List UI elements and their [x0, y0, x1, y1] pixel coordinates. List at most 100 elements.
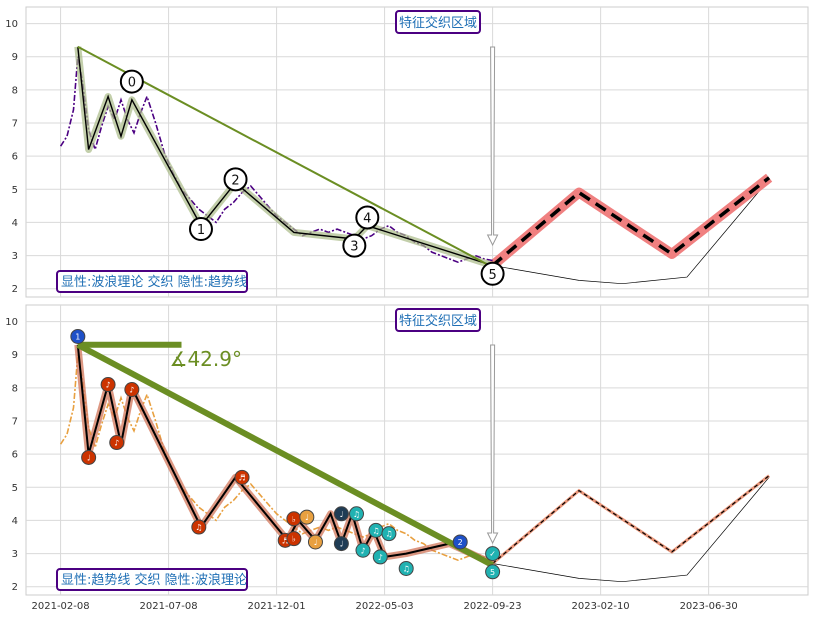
note-marker [70, 328, 86, 344]
y-tick-label: 6 [12, 152, 18, 163]
plot-frame [25, 6, 809, 298]
y-tick-label: 6 [12, 450, 18, 461]
annotation-label: 特征交织区域 [399, 15, 477, 31]
note-symbol: ♪ [106, 381, 111, 390]
x-tick-label: 2023-06-30 [680, 601, 738, 612]
y-tick-label: 8 [12, 383, 18, 394]
annotation-label: 特征交织区域 [399, 313, 477, 329]
note-symbol: ♪ [129, 386, 134, 395]
x-tick-label: 2023-02-10 [572, 601, 630, 612]
note-symbol: ♫ [195, 523, 202, 532]
annotation-arrow [486, 344, 499, 545]
x-axis: 2021-02-08 2021-07-08 2021-12-01 2022-05-03… [32, 601, 738, 612]
note-marker [299, 509, 315, 525]
note-symbol: ♬ [238, 473, 245, 482]
note-marker [109, 435, 125, 451]
price-line [59, 354, 493, 562]
wave-number: 0 [128, 76, 136, 91]
note-symbol: ♪ [378, 553, 383, 562]
wave-marker [188, 217, 213, 242]
y-tick-label: 3 [12, 251, 18, 262]
wave-number: 5 [488, 268, 496, 283]
note-symbol: ♫ [372, 526, 379, 535]
y-tick-label: 8 [12, 85, 18, 96]
y-tick-label: 4 [12, 218, 18, 229]
note-symbol: ♩ [314, 538, 318, 547]
projection-dashed [492, 475, 770, 564]
note-marker [452, 534, 468, 550]
y-tick-label: 3 [12, 549, 18, 560]
wave-number: 4 [363, 211, 371, 226]
y-tick-label: 5 [12, 185, 18, 196]
note-symbol: ♭ [292, 515, 296, 524]
annotation-box [395, 10, 481, 34]
note-symbol: ♫ [385, 530, 392, 539]
note-marker [381, 526, 397, 542]
y-tick-label: 9 [12, 52, 18, 63]
x-tick-label: 2021-02-08 [32, 601, 90, 612]
panel-bottom: 2345678910∡42.9°1♩♪♪♪♫♬♬♭♭♩♩♩♩♫♪♫♪♫♫2✓5特… [5, 304, 809, 596]
note-symbol: 2 [458, 538, 463, 547]
legend-label: 显性:波浪理论 交织 隐性:趋势线 [61, 274, 247, 290]
note-symbol: ♫ [353, 510, 360, 519]
note-symbol: ♩ [87, 453, 91, 462]
wave-number: 2 [231, 173, 239, 188]
note-marker [372, 549, 388, 565]
note-marker [234, 469, 250, 485]
note-marker [355, 542, 371, 558]
note-symbol: ♪ [360, 546, 365, 555]
wave-marker [355, 205, 380, 230]
note-marker [100, 377, 116, 393]
x-tick-label: 2022-09-23 [464, 601, 522, 612]
projection-dashed [491, 176, 771, 267]
note-marker [333, 506, 349, 522]
note-symbol: ♩ [305, 513, 309, 522]
note-marker [349, 506, 365, 522]
wave-marker [480, 261, 505, 286]
note-marker [286, 531, 302, 547]
trend-line [76, 342, 495, 568]
x-tick-label: 2021-12-01 [248, 601, 306, 612]
note-marker [485, 564, 501, 580]
note-marker [124, 382, 140, 398]
wave-marker [119, 69, 144, 94]
note-symbol: ♪ [114, 439, 119, 448]
note-symbol: ♬ [282, 536, 289, 545]
y-tick-label: 10 [5, 317, 18, 328]
wave-marker [342, 233, 367, 258]
note-symbol: ♩ [340, 510, 344, 519]
note-symbol: ♩ [340, 540, 344, 549]
y-tick-label: 4 [12, 516, 18, 527]
x-tick-label: 2022-05-03 [356, 601, 414, 612]
y-tick-label: 2 [12, 284, 18, 295]
legend-box [56, 568, 248, 591]
note-marker [333, 536, 349, 552]
wave-number: 3 [350, 240, 358, 255]
y-tick-label: 10 [5, 19, 18, 30]
note-symbol: 5 [490, 568, 495, 577]
y-tick-label: 2 [12, 582, 18, 593]
note-marker [485, 546, 501, 562]
trend-line [77, 45, 494, 269]
annotation-box [395, 308, 481, 332]
note-symbol: ✓ [489, 550, 496, 559]
wave-number: 1 [197, 223, 205, 238]
projection-curve [492, 477, 770, 583]
note-marker [81, 449, 97, 465]
projection-curve [492, 179, 770, 285]
note-symbol: ♫ [403, 564, 410, 573]
legend-label: 显性:趋势线 交织 隐性:波浪理论 [61, 572, 247, 588]
angle-label: ∡42.9° [170, 347, 242, 371]
y-tick-label: 9 [12, 350, 18, 361]
y-tick-label: 7 [12, 417, 18, 428]
note-marker [191, 519, 207, 535]
legend-box [56, 270, 248, 293]
note-marker [307, 534, 323, 550]
wave-marker [223, 167, 248, 192]
y-tick-label: 7 [12, 119, 18, 130]
x-tick-label: 2021-07-08 [140, 601, 198, 612]
note-marker [398, 560, 414, 576]
